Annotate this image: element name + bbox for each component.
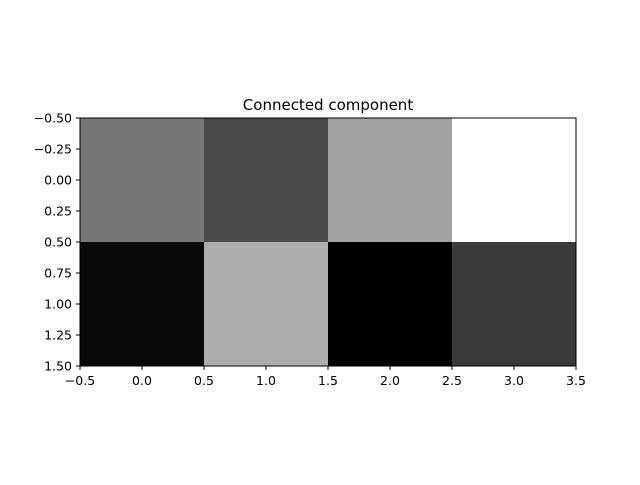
heatmap-cell-r1-c2 (328, 242, 452, 366)
axes: −0.5 0.0 0.5 1.0 1.5 2.0 2.5 3.0 3.5 −0.50 −0.25 0.… (34, 111, 586, 389)
heatmap-cell-r1-c3 (452, 242, 576, 366)
y-tick-label: 0.25 (44, 204, 72, 219)
y-tick-label: 1.00 (44, 297, 72, 312)
heatmap-cell-r1-c0 (80, 242, 204, 366)
heatmap-cell-r0-c2 (328, 118, 452, 242)
heatmap-cell-r0-c1 (204, 118, 328, 242)
heatmap-cell-r0-c0 (80, 118, 204, 242)
x-tick-label: 3.5 (566, 373, 586, 388)
y-tick-label: 1.50 (44, 359, 72, 374)
x-tick-label: 3.0 (504, 373, 524, 388)
x-tick-label: 2.5 (442, 373, 462, 388)
y-tick-label: 0.75 (44, 266, 72, 281)
chart-title: Connected component (243, 96, 414, 114)
x-tick-label: −0.5 (65, 373, 95, 388)
heatmap-cell-r0-c3 (452, 118, 576, 242)
x-tick-label: 1.5 (318, 373, 338, 388)
y-tick-label: 0.50 (44, 235, 72, 250)
y-tick-label: −0.25 (34, 142, 72, 157)
y-tick-label: −0.50 (34, 111, 72, 126)
x-tick-label: 2.0 (380, 373, 400, 388)
y-tick-label: 1.25 (44, 328, 72, 343)
x-tick-label: 1.0 (256, 373, 276, 388)
x-tick-label: 0.5 (194, 373, 214, 388)
x-tick-label: 0.0 (132, 373, 152, 388)
heatmap-cells (80, 118, 576, 366)
heatmap-cell-r1-c1 (204, 242, 328, 366)
y-tick-label: 0.00 (44, 173, 72, 188)
